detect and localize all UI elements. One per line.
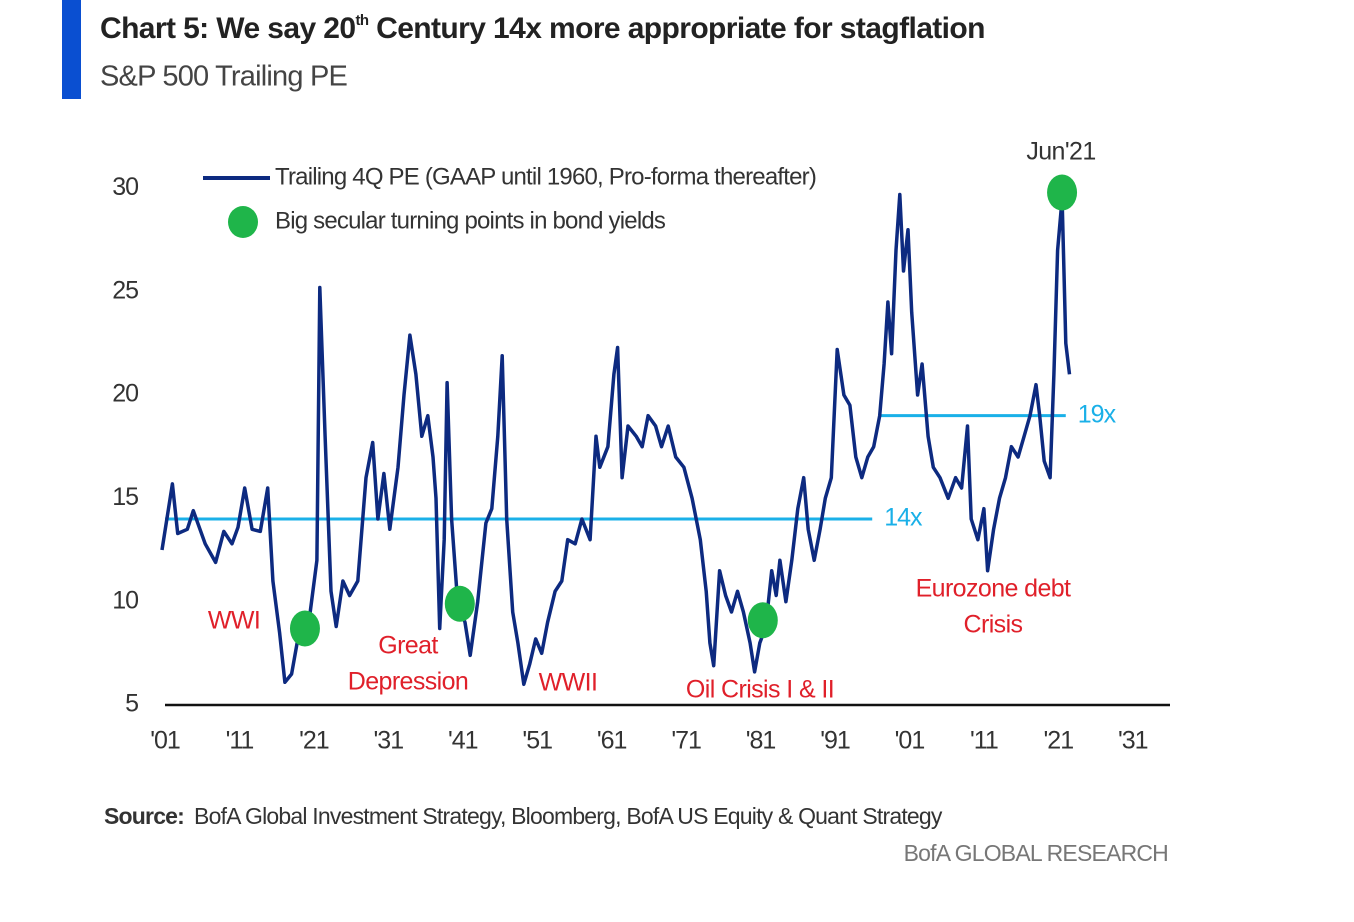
x-tick-label: '61 — [597, 727, 627, 755]
annotation: Eurozone debt — [916, 575, 1071, 603]
x-tick-label: '91 — [820, 727, 850, 755]
x-tick-label: '81 — [746, 727, 776, 755]
y-tick-label: 5 — [125, 690, 138, 718]
reference-label: 14x — [884, 504, 923, 532]
source-text: BofA Global Investment Strategy, Bloombe… — [194, 803, 943, 829]
x-tick-label: '71 — [671, 727, 701, 755]
x-tick-label: '11 — [226, 727, 254, 755]
annotation: WWI — [208, 607, 260, 635]
legend-swatch — [228, 206, 258, 238]
chart-subtitle: S&P 500 Trailing PE — [100, 61, 347, 93]
legend-label: Big secular turning points in bond yield… — [275, 207, 666, 234]
y-tick-label: 10 — [112, 586, 138, 614]
annotation: Jun'21 — [1026, 138, 1095, 166]
x-tick-label: '31 — [1118, 727, 1148, 755]
x-tick-label: '01 — [150, 727, 180, 755]
x-tick-label: '21 — [1044, 727, 1074, 755]
title-sup: th — [355, 12, 368, 29]
chart-title: Chart 5: We say 20th Century 14x more ap… — [100, 12, 985, 45]
x-tick-label: '11 — [970, 727, 998, 755]
annotation: Depression — [348, 668, 468, 696]
brand: BofA GLOBAL RESEARCH — [904, 840, 1168, 866]
title-part: Chart 5: We say 20 — [100, 12, 355, 45]
x-tick-label: '31 — [374, 727, 404, 755]
x-tick-label: '41 — [448, 727, 478, 755]
turning-point — [289, 610, 320, 647]
legend-label: Trailing 4Q PE (GAAP until 1960, Pro-for… — [275, 163, 816, 190]
title-part: Century 14x more appropriate for stagfla… — [368, 12, 984, 45]
turning-point — [1047, 174, 1078, 211]
x-tick-label: '01 — [895, 727, 925, 755]
title-bar — [62, 0, 81, 99]
y-tick-label: 30 — [112, 173, 138, 201]
x-tick-label: '51 — [522, 727, 552, 755]
source-label: Source: — [104, 803, 184, 829]
annotation: Crisis — [964, 611, 1023, 639]
pe-line — [160, 192, 1072, 687]
x-tick-label: '21 — [299, 727, 329, 755]
turning-point — [444, 585, 475, 622]
annotation: WWII — [539, 669, 598, 697]
y-tick-label: 25 — [112, 276, 138, 304]
turning-point — [747, 602, 778, 639]
annotation: Great — [378, 632, 438, 660]
y-tick-label: 20 — [112, 380, 138, 408]
source-note: Source: BofA Global Investment Strategy, … — [104, 803, 943, 829]
y-tick-label: 15 — [112, 483, 138, 511]
annotation: Oil Crisis I & II — [686, 676, 834, 704]
reference-label: 19x — [1078, 400, 1117, 428]
